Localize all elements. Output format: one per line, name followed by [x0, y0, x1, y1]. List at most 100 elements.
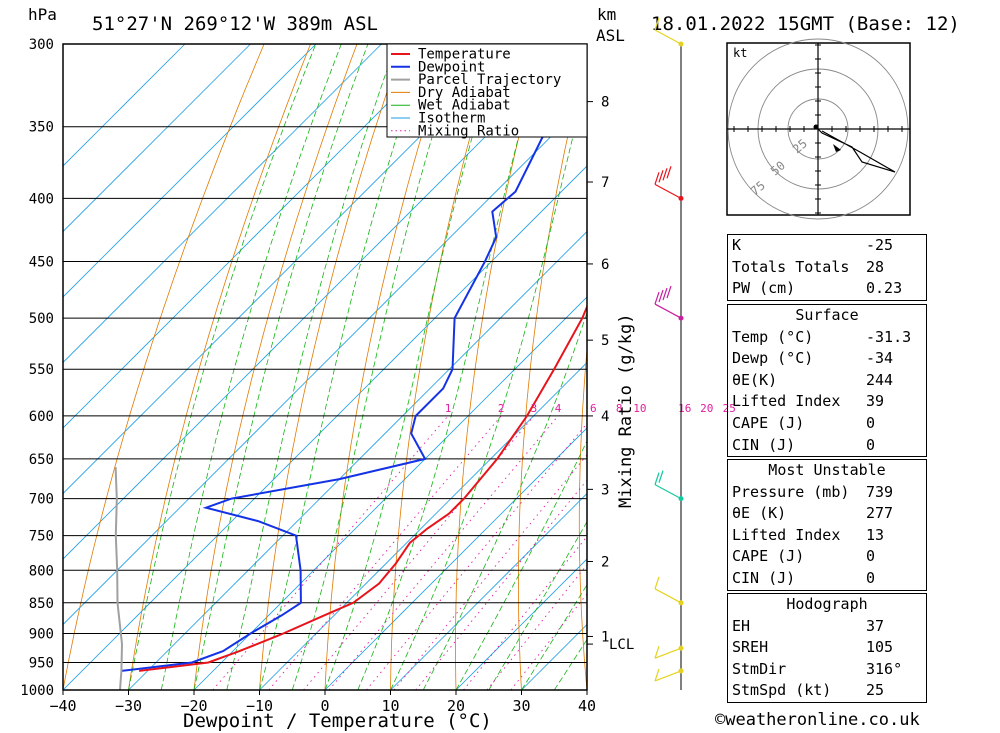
wind-barb-feather — [662, 168, 668, 181]
eh-label: EH — [732, 616, 751, 635]
isotherm-line — [63, 44, 448, 429]
wind-barb — [654, 29, 682, 45]
height-tick-label: 7 — [601, 175, 609, 191]
height-tick-label: 2 — [601, 554, 609, 570]
location-title: 51°27'N 269°12'W 389m ASL — [92, 13, 378, 35]
pressure-tick-label: 900 — [29, 626, 54, 642]
surface-cape-label: CAPE (J) — [732, 413, 805, 432]
surface-dewp-value: -34 — [866, 349, 894, 368]
isotherm-line — [324, 427, 587, 690]
height-tick-label: 4 — [601, 409, 609, 425]
x-tick-label: −20 — [180, 697, 207, 715]
surface-li-label: Lifted Index — [732, 392, 841, 411]
surface-li-value: 39 — [866, 392, 885, 411]
wind-barb — [654, 484, 682, 500]
isotherm-line — [63, 99, 587, 626]
mixing-ratio-line — [415, 479, 587, 690]
mu-pressure-value: 739 — [866, 482, 894, 501]
wind-barb-feather — [654, 645, 660, 659]
plot-frame — [62, 43, 588, 691]
mu-cin-value: 0 — [866, 568, 876, 587]
asl-label: ASL — [596, 26, 625, 45]
mixing-ratio-label: 8 — [616, 402, 623, 415]
wet-adiabat-line — [390, 78, 587, 690]
tt-value: 28 — [866, 257, 885, 276]
legend-entry: Isotherm — [418, 111, 485, 127]
wind-barb — [654, 588, 682, 604]
legend-entry: Wet Adiabat — [418, 98, 511, 114]
tt-label: Totals Totals — [732, 257, 850, 276]
x-tick-label: 10 — [381, 697, 399, 715]
surface-temp-value: -31.3 — [866, 327, 912, 346]
wet-adiabat-line — [193, 44, 369, 690]
isotherm-line — [455, 558, 587, 690]
indices-table: K -25 Totals Totals 28 PW (cm) 0.23 — [727, 234, 927, 301]
mu-pressure-label: Pressure (mb) — [732, 482, 850, 501]
surface-table: Surface Temp (°C) -31.3 Dewp (°C) -34 θE(K… — [727, 304, 927, 458]
wind-barb-feather — [654, 17, 660, 31]
wind-barb-feather — [654, 668, 660, 682]
dry-adiabat-line — [638, 44, 682, 690]
pressure-tick-label: 350 — [29, 120, 54, 136]
surface-thetae-label: θE(K) — [732, 370, 778, 389]
dry-adiabat-line — [696, 44, 729, 690]
legend-entry: Dewpoint — [418, 59, 485, 75]
hodograph-origin-point — [813, 124, 819, 130]
isotherm-line — [63, 44, 382, 364]
stmdir-value: 316° — [866, 659, 903, 678]
surface-cape-value: 0 — [866, 413, 876, 432]
surface-thetae-value: 244 — [866, 370, 894, 389]
pressure-tick-label: 300 — [29, 37, 54, 53]
mixing-ratio-label: 3 — [531, 402, 538, 415]
pressure-tick-label: 500 — [29, 311, 54, 327]
surface-dewp-label: Dewp (°C) — [732, 349, 814, 368]
pressure-tick-label: 550 — [29, 362, 54, 378]
height-tick-label: 3 — [601, 482, 609, 498]
dry-adiabat-line — [390, 44, 497, 690]
sreh-value: 105 — [866, 638, 894, 657]
isotherm-line — [63, 44, 513, 495]
mixing-ratio-line — [268, 415, 502, 690]
wind-barb-feather — [654, 472, 660, 485]
x-tick-label: 20 — [447, 697, 465, 715]
wet-adiabat-line — [291, 44, 461, 690]
dry-adiabat-line — [63, 44, 265, 690]
dry-adiabat-line — [193, 44, 358, 690]
dry-adiabat-line — [455, 44, 543, 690]
legend-box — [386, 43, 588, 138]
isotherm-line — [63, 44, 579, 560]
wind-barb — [654, 303, 682, 319]
wet-adiabat-line — [128, 44, 317, 690]
surface-temp-label: Temp (°C) — [732, 327, 814, 346]
height-tick-label: 8 — [601, 95, 609, 111]
mixing-ratio-label: 25 — [723, 402, 736, 415]
hpa-label: hPa — [28, 5, 57, 24]
mu-li-value: 13 — [866, 525, 885, 544]
pressure-tick-label: 750 — [29, 529, 54, 545]
height-tick-label: 1 — [601, 629, 609, 645]
isotherm-line — [128, 230, 587, 690]
legend-entry: Dry Adiabat — [418, 85, 511, 101]
mixing-ratio-line — [328, 415, 559, 690]
wet-adiabat-line — [324, 44, 500, 690]
wind-barb-feather — [654, 576, 660, 589]
stmspd-value: 25 — [866, 681, 885, 700]
x-tick-label: −10 — [246, 697, 273, 715]
dry-adiabat-line — [324, 44, 451, 690]
wind-barb — [654, 183, 682, 199]
storm-motion-arrow — [833, 144, 841, 152]
isotherm-line — [63, 165, 587, 690]
mixing-ratio-line — [393, 454, 587, 690]
sreh-label: SREH — [732, 638, 769, 657]
wind-barb — [654, 670, 682, 682]
wet-adiabat-line — [455, 440, 587, 690]
legend-entry: Temperature — [418, 47, 511, 63]
pressure-tick-label: 800 — [29, 563, 54, 579]
copyright-link[interactable]: ©weatheronline.co.uk — [715, 710, 920, 730]
dewpoint-profile — [121, 44, 576, 672]
pressure-tick-label: 850 — [29, 596, 54, 612]
height-tick-label: 5 — [601, 333, 609, 349]
surface-cin-value: 0 — [866, 435, 876, 454]
mu-li-label: Lifted Index — [732, 525, 841, 544]
